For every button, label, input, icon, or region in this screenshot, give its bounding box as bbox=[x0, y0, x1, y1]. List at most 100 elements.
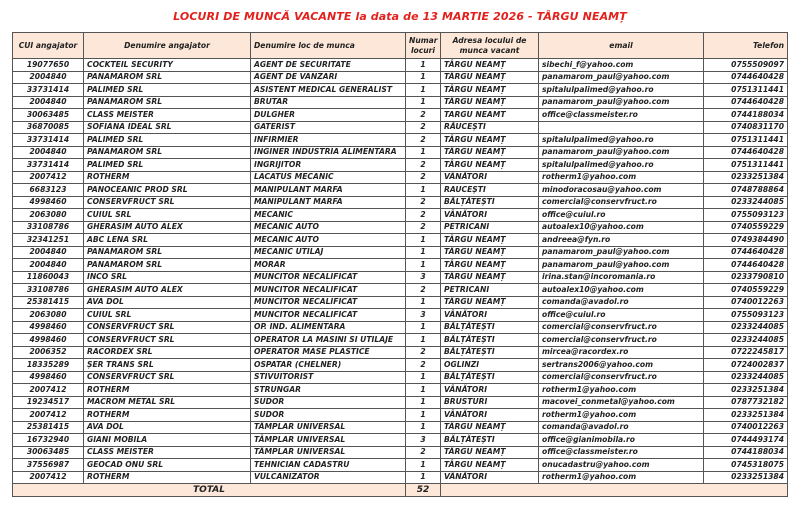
header-job: Denumire loc de munca bbox=[250, 32, 406, 59]
cell-employer: GIANI MOBILA bbox=[83, 433, 251, 447]
cell-cui: 37556987 bbox=[12, 458, 84, 472]
table-row: 19234517 MACROM METAL SRL SUDOR 1 BRUSTURI ma… bbox=[12, 395, 788, 409]
cell-employer: PANAMAROM SRL bbox=[83, 145, 251, 159]
cell-count: 1 bbox=[405, 370, 441, 384]
cell-job: MUNCITOR NECALIFICAT bbox=[250, 295, 406, 309]
header-employer: Denumire angajator bbox=[83, 32, 251, 59]
cell-email: spitalulpalimed@yahoo.ro bbox=[538, 158, 704, 172]
table-row: 36870085 SOFIANA IDEAL SRL GATERIST 2 RĂUCEȘ… bbox=[12, 120, 788, 134]
cell-email: office@classmeister.ro bbox=[538, 108, 704, 122]
cell-count: 1 bbox=[405, 408, 441, 422]
cell-job: TÂMPLAR UNIVERSAL bbox=[250, 433, 406, 447]
cell-cui: 4998460 bbox=[12, 370, 84, 384]
cell-cui: 2007412 bbox=[12, 170, 84, 184]
cell-phone: 0233251384 bbox=[703, 408, 788, 422]
table-row: 4998460 CONSERVFRUCT SRL STIVUITORIST 1 BĂLȚ… bbox=[12, 370, 788, 384]
cell-email: sertrans2006@yahoo.com bbox=[538, 358, 704, 372]
table-row: 33731414 PALIMED SRL INGRIJITOR 2 TÂRGU NEAM… bbox=[12, 158, 788, 172]
cell-address: VÂNĂTORI bbox=[440, 208, 539, 222]
cell-count: 2 bbox=[405, 345, 441, 359]
table-row: 2004840 PANAMAROM SRL BRUTAR 1 TÂRGU NEAMȚ pa… bbox=[12, 95, 788, 109]
cell-count: 1 bbox=[405, 383, 441, 397]
table-row: 11860043 INCO SRL MUNCITOR NECALIFICAT 3 TÂR… bbox=[12, 270, 788, 284]
table-row: 25381415 AVA DOL TÂMPLAR UNIVERSAL 1 TÂRGU N… bbox=[12, 420, 788, 434]
cell-email: irina.stan@incoromania.ro bbox=[538, 270, 704, 284]
cell-cui: 33108786 bbox=[12, 220, 84, 234]
cell-cui: 32341251 bbox=[12, 233, 84, 247]
cell-count: 1 bbox=[405, 83, 441, 97]
cell-count: 2 bbox=[405, 445, 441, 459]
cell-phone: 0724002837 bbox=[703, 358, 788, 372]
cell-email: comanda@avadol.ro bbox=[538, 295, 704, 309]
cell-email: comercial@conservfruct.ro bbox=[538, 195, 704, 209]
table-row: 33108786 GHERASIM AUTO ALEX MUNCITOR NECAL… bbox=[12, 283, 788, 297]
cell-address: BRUSTURI bbox=[440, 395, 539, 409]
cell-phone: 0755093123 bbox=[703, 308, 788, 322]
cell-address: VÂNĂTORI bbox=[440, 308, 539, 322]
cell-employer: PANOCEANIC PROD SRL bbox=[83, 183, 251, 197]
table-row: 33731414 PALIMED SRL ASISTENT MEDICAL GENE… bbox=[12, 83, 788, 97]
cell-phone: 0787732182 bbox=[703, 395, 788, 409]
cell-email: spitalulpalimed@yahoo.ro bbox=[538, 133, 704, 147]
total-label: TOTAL bbox=[12, 483, 406, 497]
cell-address: TÂRGU NEAMȚ bbox=[440, 270, 539, 284]
cell-job: MANIPULANT MARFA bbox=[250, 183, 406, 197]
cell-cui: 4998460 bbox=[12, 195, 84, 209]
table-row: 2004840 PANAMAROM SRL INGINER INDUSTRIA AL… bbox=[12, 145, 788, 159]
cell-job: GATERIST bbox=[250, 120, 406, 134]
cell-job: LACATUS MECANIC bbox=[250, 170, 406, 184]
cell-address: VÂNĂTORI bbox=[440, 170, 539, 184]
cell-cui: 2007412 bbox=[12, 470, 84, 484]
table-row: 18335289 ȘER TRANS SRL OSPATAR (CHELNER) 2 O… bbox=[12, 358, 788, 372]
total-value: 52 bbox=[405, 483, 441, 497]
cell-phone: 0233251384 bbox=[703, 383, 788, 397]
cell-phone: 0744188034 bbox=[703, 108, 788, 122]
cell-employer: AVA DOL bbox=[83, 420, 251, 434]
cell-employer: COCKTEIL SECURITY bbox=[83, 58, 251, 72]
cell-cui: 33731414 bbox=[12, 158, 84, 172]
cell-employer: GEOCAD ONU SRL bbox=[83, 458, 251, 472]
table-row: 2004840 PANAMAROM SRL AGENT DE VANZARI 1 TÂR… bbox=[12, 70, 788, 84]
cell-count: 2 bbox=[405, 170, 441, 184]
cell-job: VULCANIZATOR bbox=[250, 470, 406, 484]
cell-cui: 30063485 bbox=[12, 108, 84, 122]
table-row: 16732940 GIANI MOBILA TÂMPLAR UNIVERSAL 3 BĂ… bbox=[12, 433, 788, 447]
cell-job: MECANIC bbox=[250, 208, 406, 222]
cell-count: 2 bbox=[405, 133, 441, 147]
cell-address: TÂRGU NEAMȚ bbox=[440, 233, 539, 247]
cell-cui: 4998460 bbox=[12, 333, 84, 347]
cell-employer: INCO SRL bbox=[83, 270, 251, 284]
cell-phone: 0751311441 bbox=[703, 133, 788, 147]
cell-address: VÂNĂTORI bbox=[440, 470, 539, 484]
cell-phone: 0233251384 bbox=[703, 470, 788, 484]
cell-count: 1 bbox=[405, 333, 441, 347]
cell-email: sibechi_f@yahoo.com bbox=[538, 58, 704, 72]
cell-employer: GHERASIM AUTO ALEX bbox=[83, 220, 251, 234]
cell-job: MORAR bbox=[250, 258, 406, 272]
cell-job: AGENT DE VANZARI bbox=[250, 70, 406, 84]
cell-phone: 0744640428 bbox=[703, 95, 788, 109]
cell-address: TÂRGU NEAMȚ bbox=[440, 420, 539, 434]
cell-phone: 0744493174 bbox=[703, 433, 788, 447]
cell-employer: CUIUL SRL bbox=[83, 208, 251, 222]
cell-email: rotherm1@yahoo.com bbox=[538, 170, 704, 184]
cell-phone: 0745318075 bbox=[703, 458, 788, 472]
cell-phone: 0755509097 bbox=[703, 58, 788, 72]
cell-employer: RACORDEX SRL bbox=[83, 345, 251, 359]
cell-email: spitalulpalimed@yahoo.ro bbox=[538, 83, 704, 97]
cell-employer: SOFIANA IDEAL SRL bbox=[83, 120, 251, 134]
cell-address: TÂRGU NEAMȚ bbox=[440, 158, 539, 172]
cell-phone: 0744640428 bbox=[703, 145, 788, 159]
cell-cui: 16732940 bbox=[12, 433, 84, 447]
cell-job: MANIPULANT MARFA bbox=[250, 195, 406, 209]
cell-count: 1 bbox=[405, 470, 441, 484]
cell-address: TÂRGU NEAMȚ bbox=[440, 445, 539, 459]
cell-email: autoalex10@yahoo.com bbox=[538, 220, 704, 234]
cell-email: panamarom_paul@yahoo.com bbox=[538, 258, 704, 272]
cell-job: OPERATOR LA MASINI SI UTILAJE bbox=[250, 333, 406, 347]
cell-count: 1 bbox=[405, 183, 441, 197]
cell-job: OSPATAR (CHELNER) bbox=[250, 358, 406, 372]
cell-cui: 19234517 bbox=[12, 395, 84, 409]
cell-email: panamarom_paul@yahoo.com bbox=[538, 95, 704, 109]
table-row: 2006352 RACORDEX SRL OPERATOR MASE PLASTIC… bbox=[12, 345, 788, 359]
